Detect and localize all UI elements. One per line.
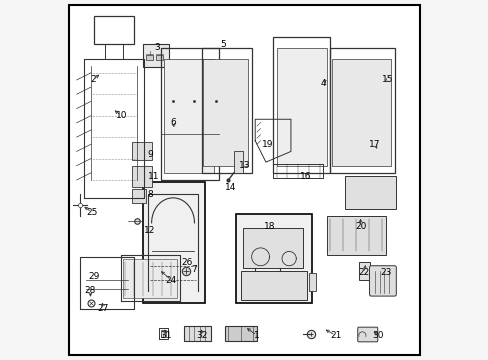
Bar — [142, 44, 169, 67]
Text: 25: 25 — [86, 208, 97, 217]
Bar — [241, 271, 306, 300]
Text: 7: 7 — [191, 265, 197, 274]
Bar — [203, 59, 247, 166]
Text: 21: 21 — [329, 331, 341, 340]
Text: 13: 13 — [238, 161, 250, 170]
Text: 8: 8 — [147, 190, 152, 199]
Text: 15: 15 — [381, 76, 392, 85]
Text: 12: 12 — [144, 225, 155, 234]
Bar — [224, 326, 257, 342]
Text: 27: 27 — [98, 304, 109, 313]
Text: 3: 3 — [154, 43, 160, 52]
Bar — [235, 214, 312, 303]
FancyBboxPatch shape — [369, 266, 395, 296]
Bar — [156, 55, 163, 60]
Text: 30: 30 — [372, 331, 384, 340]
Bar — [326, 216, 385, 255]
FancyBboxPatch shape — [357, 327, 377, 342]
Bar — [142, 182, 205, 303]
Bar — [308, 273, 315, 291]
Bar — [132, 189, 146, 203]
Text: 9: 9 — [147, 150, 152, 159]
Text: 31: 31 — [160, 331, 171, 340]
Bar — [233, 152, 242, 173]
Bar — [132, 143, 151, 160]
Text: 20: 20 — [354, 222, 366, 231]
Text: 2: 2 — [90, 76, 95, 85]
Bar — [358, 262, 369, 280]
Bar — [183, 327, 210, 341]
Text: 11: 11 — [147, 172, 159, 181]
Text: 10: 10 — [115, 111, 127, 120]
Bar — [146, 55, 153, 60]
Bar — [242, 228, 303, 267]
Bar — [344, 176, 395, 208]
Text: 28: 28 — [84, 286, 96, 295]
Text: 19: 19 — [262, 140, 273, 149]
Text: 1: 1 — [254, 331, 259, 340]
Bar — [123, 258, 176, 298]
Bar — [132, 166, 151, 187]
Text: 29: 29 — [88, 272, 99, 281]
Text: 26: 26 — [181, 258, 193, 267]
Bar — [160, 330, 165, 337]
Text: 5: 5 — [220, 40, 225, 49]
Text: 32: 32 — [196, 331, 207, 340]
Text: 14: 14 — [224, 183, 235, 192]
Text: 22: 22 — [358, 268, 369, 277]
Bar — [164, 59, 214, 173]
Text: 4: 4 — [320, 79, 325, 88]
Text: 17: 17 — [368, 140, 380, 149]
Bar — [331, 59, 390, 166]
Text: 6: 6 — [170, 118, 176, 127]
Text: 18: 18 — [263, 222, 275, 231]
Text: 16: 16 — [299, 172, 310, 181]
Text: 24: 24 — [165, 275, 177, 284]
Text: 23: 23 — [379, 268, 390, 277]
Bar — [276, 48, 326, 166]
